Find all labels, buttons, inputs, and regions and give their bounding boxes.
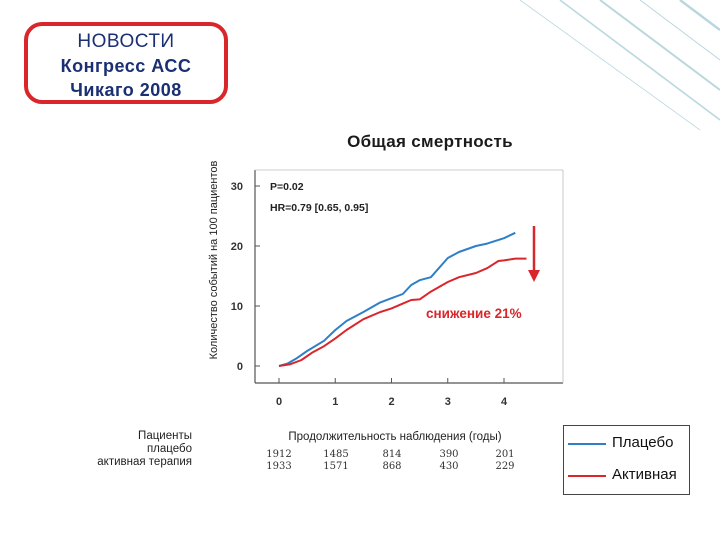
patients-label-active: активная терапия — [97, 456, 192, 468]
risk-row-placebo: 1912 1485 814 390 201 — [258, 449, 548, 461]
risk-placebo-0: 1912 — [266, 449, 292, 460]
risk-active-0: 1933 — [266, 461, 292, 472]
y-tick-label: 20 — [231, 241, 243, 253]
news-line-2: Конгресс АСС — [60, 56, 192, 76]
x-tick-label: 0 — [276, 396, 282, 408]
patients-label-placebo: плацебо — [146, 443, 192, 455]
legend-swatch-active — [568, 475, 606, 477]
risk-active-2: 868 — [382, 461, 402, 472]
risk-placebo-3: 390 — [439, 449, 459, 460]
reduction-arrow — [528, 226, 540, 282]
news-line-1: НОВОСТИ — [77, 31, 175, 52]
y-axis-label: Количество событий на 100 пациентов — [208, 160, 220, 360]
decorative-streaks — [519, 0, 720, 131]
legend: Плацебо Активная — [563, 425, 690, 495]
reduction-annotation: снижение 21% — [426, 306, 522, 321]
risk-active-3: 430 — [439, 461, 459, 472]
x-axis-label: Продолжительность наблюдения (годы) — [288, 431, 502, 443]
plot-area: 0 10 20 30 0 1 2 3 4 P=0.02 HR=0.79 [0.65, 0.95] сн… — [231, 169, 564, 408]
p-value-annotation: P=0.02 — [270, 181, 304, 193]
risk-active-1: 1571 — [323, 461, 349, 472]
x-tick-label: 2 — [388, 396, 394, 408]
news-line-3: Чикаго 2008 — [70, 80, 182, 100]
risk-row-active: 1933 1571 868 430 229 — [258, 461, 548, 473]
x-tick-label: 1 — [332, 396, 338, 408]
y-tick-label: 10 — [231, 301, 243, 313]
legend-label-active: Активная — [612, 466, 677, 483]
y-tick-label: 0 — [237, 361, 243, 373]
hazard-ratio-annotation: HR=0.79 [0.65, 0.95] — [270, 202, 368, 214]
risk-placebo-2: 814 — [382, 449, 402, 460]
patients-label-title: Пациенты — [138, 430, 192, 442]
risk-active-4: 229 — [495, 461, 515, 472]
x-tick-label: 3 — [445, 396, 451, 408]
legend-item-active: Активная — [568, 466, 686, 486]
risk-placebo-1: 1485 — [323, 449, 349, 460]
series-line-active — [278, 257, 527, 367]
series-line-placebo — [278, 231, 516, 367]
news-box: НОВОСТИ Конгресс АСС Чикаго 2008 — [24, 22, 228, 104]
legend-item-placebo: Плацебо — [568, 434, 686, 454]
legend-swatch-placebo — [568, 443, 606, 445]
chart-title: Общая смертность — [347, 132, 513, 151]
legend-label-placebo: Плацебо — [612, 434, 674, 451]
y-tick-label: 30 — [231, 181, 243, 193]
patients-label: Пациенты плацебо активная терапия — [60, 430, 192, 469]
risk-placebo-4: 201 — [495, 449, 515, 460]
x-tick-label: 4 — [501, 396, 508, 408]
